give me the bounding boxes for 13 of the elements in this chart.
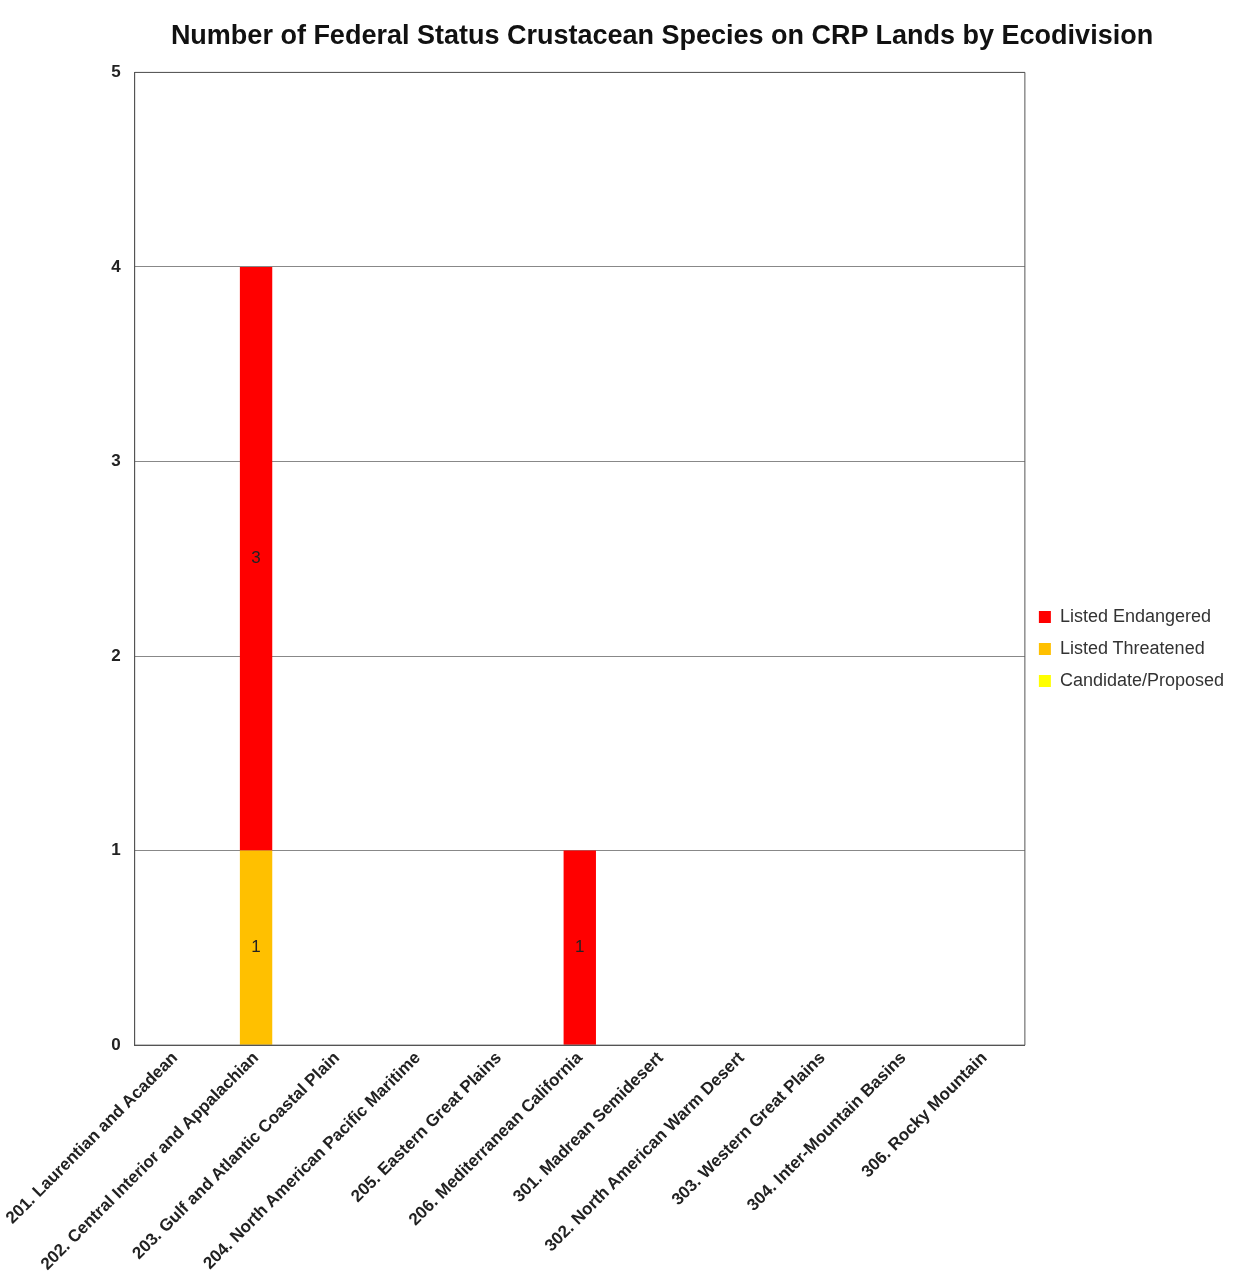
legend-label: Listed Threatened (1059, 637, 1205, 658)
y-tick-label: 0 (111, 1034, 121, 1054)
y-tick-label: 2 (111, 645, 121, 665)
data-label: 3 (251, 548, 261, 568)
data-label: 1 (575, 937, 585, 957)
y-tick-label: 1 (111, 840, 121, 860)
data-label: 1 (251, 937, 261, 957)
y-tick-label: 5 (111, 62, 121, 82)
y-tick-label: 4 (111, 256, 122, 276)
legend-label: Listed Endangered (1059, 605, 1212, 626)
legend-label: Candidate/Proposed (1059, 669, 1225, 690)
y-tick-label: 3 (111, 451, 121, 471)
chart-title: Number of Federal Status Crustacean Species on CRP Lands by Ecodivision (170, 19, 1154, 50)
